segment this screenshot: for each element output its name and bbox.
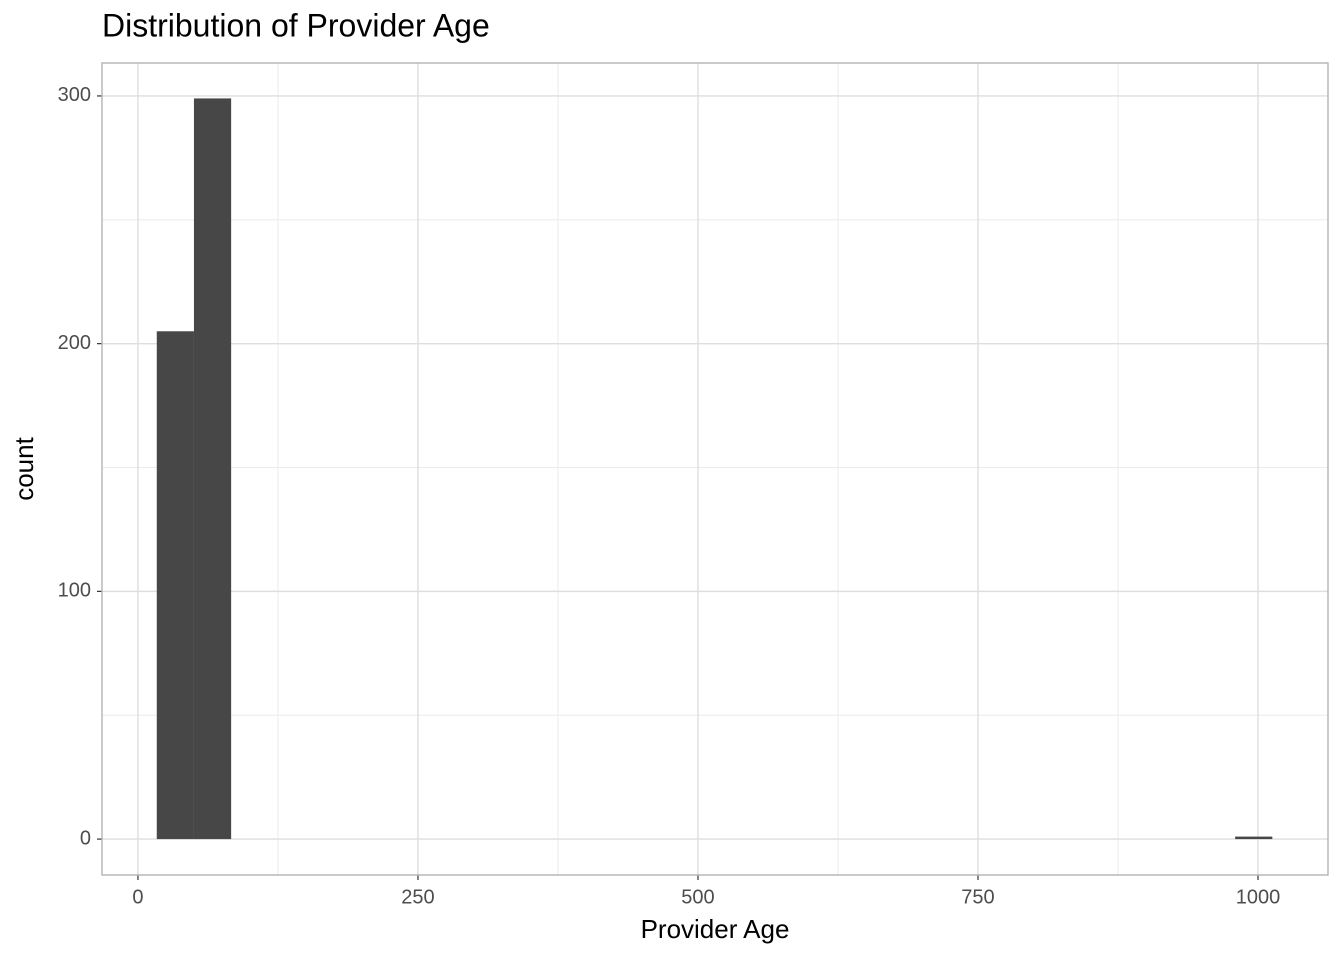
bar — [193, 98, 232, 840]
y-tick-label: 0 — [80, 827, 91, 849]
x-tick-label: 0 — [132, 886, 143, 908]
panel-border — [101, 62, 1329, 876]
x-tick-label: 250 — [401, 886, 434, 908]
y-tick-label: 300 — [58, 84, 91, 106]
y-axis-title: count — [9, 436, 39, 500]
y-tick-label: 100 — [58, 580, 91, 602]
x-tick-label: 750 — [961, 886, 994, 908]
x-axis-title: Provider Age — [641, 914, 790, 944]
bar — [1235, 836, 1273, 840]
y-tick-label: 200 — [58, 332, 91, 354]
bar — [156, 331, 194, 840]
chart-title: Distribution of Provider Age — [102, 7, 490, 43]
x-tick-label: 500 — [681, 886, 714, 908]
x-tick-label: 1000 — [1236, 886, 1281, 908]
